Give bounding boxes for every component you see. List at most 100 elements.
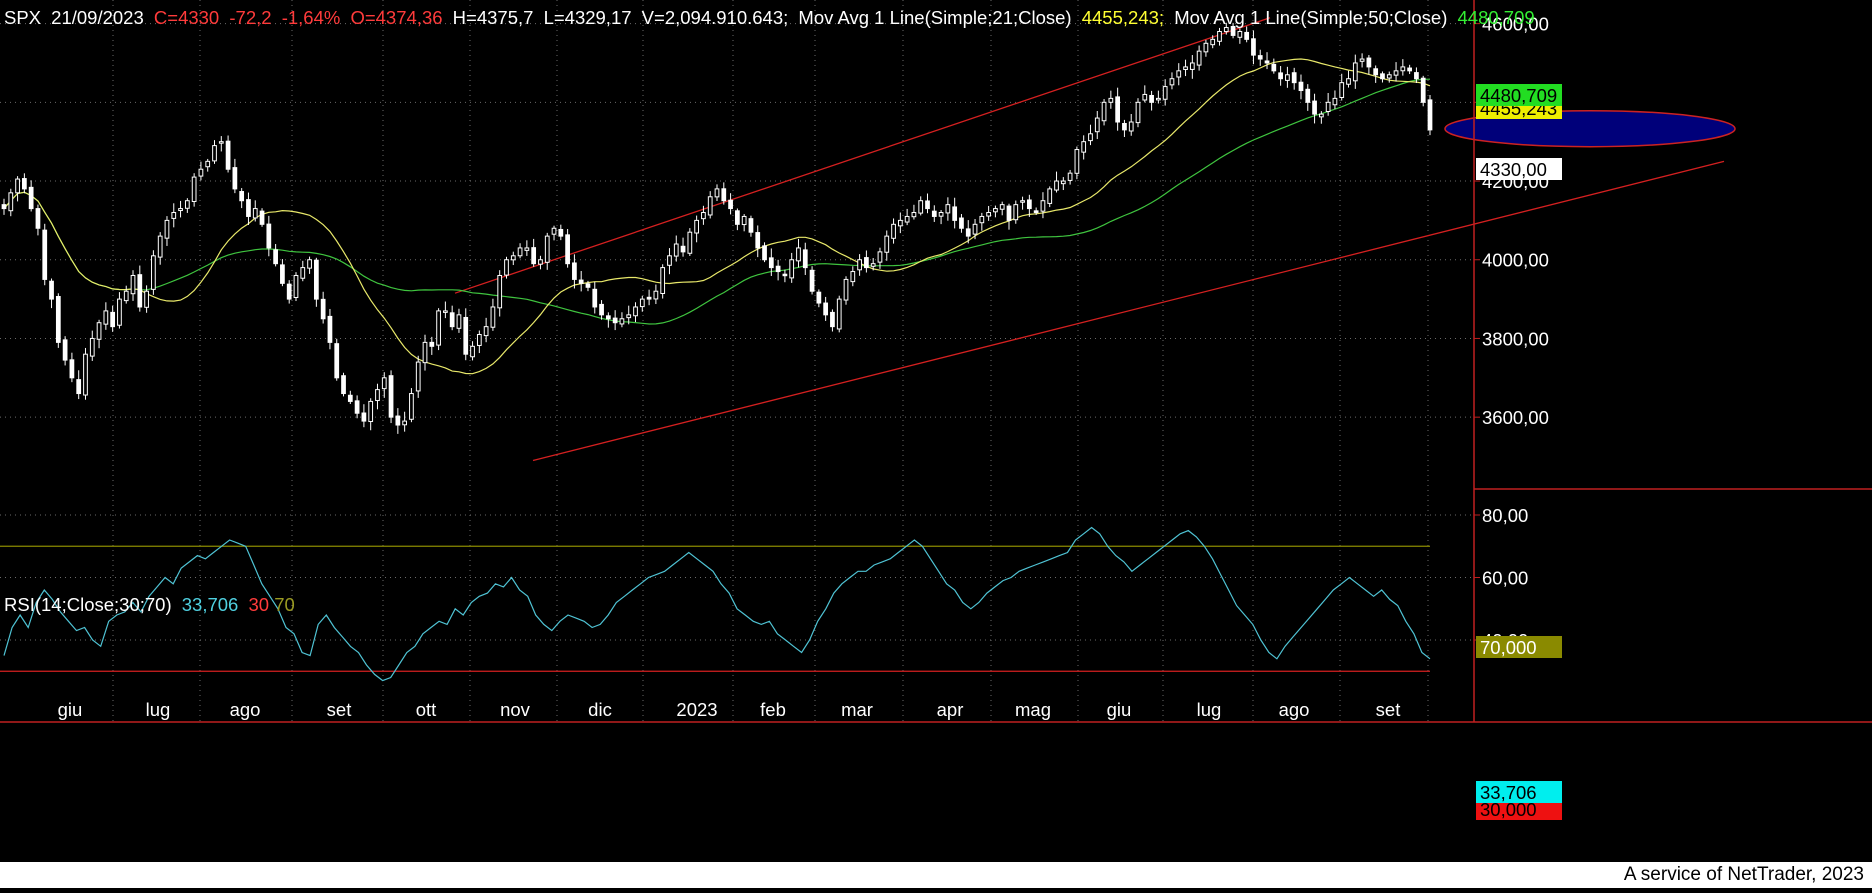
candle-body-132	[897, 219, 903, 227]
candle-56	[381, 372, 387, 398]
candle-body-15	[103, 310, 109, 325]
candle-body-8	[55, 296, 61, 343]
candle-178	[1210, 35, 1216, 49]
candle-body-168	[1142, 93, 1148, 101]
candle-body-42	[286, 283, 292, 300]
candle-body-55	[375, 389, 380, 402]
candle-body-25	[171, 212, 177, 219]
candle-160	[1088, 124, 1093, 146]
candle-195	[1325, 92, 1331, 116]
candle-130	[884, 230, 890, 261]
candle-38	[259, 208, 265, 227]
candle-body-170	[1156, 97, 1161, 101]
candle-body-204	[1386, 74, 1392, 79]
candle-body-133	[904, 215, 910, 223]
candle-body-26	[178, 208, 183, 212]
x-tick-label-9: mar	[841, 699, 873, 720]
badge-rsi30: 30,000	[1476, 798, 1562, 820]
candle-body-137	[931, 210, 937, 217]
candle-12	[83, 347, 88, 400]
candle-body-53	[361, 412, 367, 422]
candle-body-79	[538, 259, 543, 265]
rsi-panel	[0, 526, 1431, 682]
candle-body-169	[1149, 94, 1154, 103]
candle-body-39	[266, 223, 272, 249]
candle-59	[402, 411, 408, 432]
candle-body-161	[1094, 117, 1100, 133]
candle-body-152	[1033, 210, 1039, 214]
candle-body-5	[35, 208, 41, 229]
candle-body-122	[830, 311, 835, 328]
candle-206	[1400, 59, 1406, 76]
candle-144	[979, 212, 985, 231]
candle-body-178	[1210, 38, 1216, 46]
candle-body-84	[572, 262, 577, 280]
candle-body-165	[1122, 122, 1127, 131]
candle-152	[1033, 207, 1039, 215]
candle-19	[130, 270, 136, 301]
candle-174	[1183, 59, 1188, 77]
candle-body-111	[755, 232, 761, 249]
candle-31	[212, 140, 217, 164]
candle-91	[619, 312, 625, 328]
candle-80	[544, 232, 550, 270]
candle-body-16	[110, 311, 116, 328]
candle-64	[436, 308, 441, 351]
candle-body-126	[857, 259, 862, 271]
candle-58	[395, 408, 401, 434]
candle-body-51	[347, 394, 353, 402]
candle-90	[612, 310, 618, 331]
candle-body-1	[8, 192, 14, 212]
candle-127	[864, 250, 869, 273]
candle-body-75	[510, 255, 516, 261]
candle-63	[429, 336, 435, 355]
candle-body-123	[836, 298, 842, 330]
candle-198	[1346, 70, 1351, 88]
candle-body-196	[1332, 97, 1338, 106]
candle-body-50	[341, 375, 346, 395]
candle-191	[1298, 74, 1304, 100]
candle-84	[572, 254, 577, 289]
candle-body-19	[130, 274, 136, 295]
x-tick-label-8: feb	[760, 699, 786, 720]
candle-99	[673, 235, 679, 262]
candle-102	[694, 215, 699, 243]
candle-body-191	[1298, 81, 1304, 92]
candle-body-177	[1203, 42, 1209, 53]
candle-133	[904, 208, 910, 226]
candle-body-43	[293, 274, 299, 298]
symbol: SPX	[4, 7, 41, 28]
candle-4	[28, 180, 34, 212]
candle-body-36	[246, 199, 251, 217]
candle-39	[266, 215, 272, 257]
candle-165	[1122, 119, 1127, 138]
candle-200	[1359, 53, 1365, 68]
candle-187	[1271, 58, 1277, 74]
candle-body-194	[1318, 113, 1324, 118]
candle-111	[755, 225, 761, 258]
candle-body-144	[979, 215, 985, 224]
candle-170	[1156, 90, 1161, 104]
candle-33	[225, 135, 231, 173]
candle-65	[443, 301, 448, 319]
x-tick-label-4: ott	[416, 699, 437, 720]
candle-body-4	[28, 186, 34, 210]
rsi-ytick-label-2: 80,00	[1482, 505, 1528, 526]
candle-body-153	[1040, 200, 1046, 212]
candle-body-91	[619, 318, 625, 325]
candle-body-148	[1006, 205, 1012, 221]
candle-body-125	[850, 271, 856, 283]
candle-body-83	[565, 234, 570, 265]
candle-body-95	[646, 296, 652, 300]
badge-rsi70-bg	[1476, 636, 1562, 658]
badge-rsi30-bg	[1476, 798, 1562, 820]
x-tick-label-5: nov	[500, 699, 531, 720]
rsi-high: 70	[274, 594, 295, 615]
candle-197	[1339, 73, 1345, 101]
candle-body-129	[877, 251, 883, 263]
candle-body-120	[816, 291, 822, 304]
candle-body-61	[415, 361, 421, 392]
candle-body-175	[1189, 62, 1195, 70]
candle-body-140	[952, 206, 958, 221]
